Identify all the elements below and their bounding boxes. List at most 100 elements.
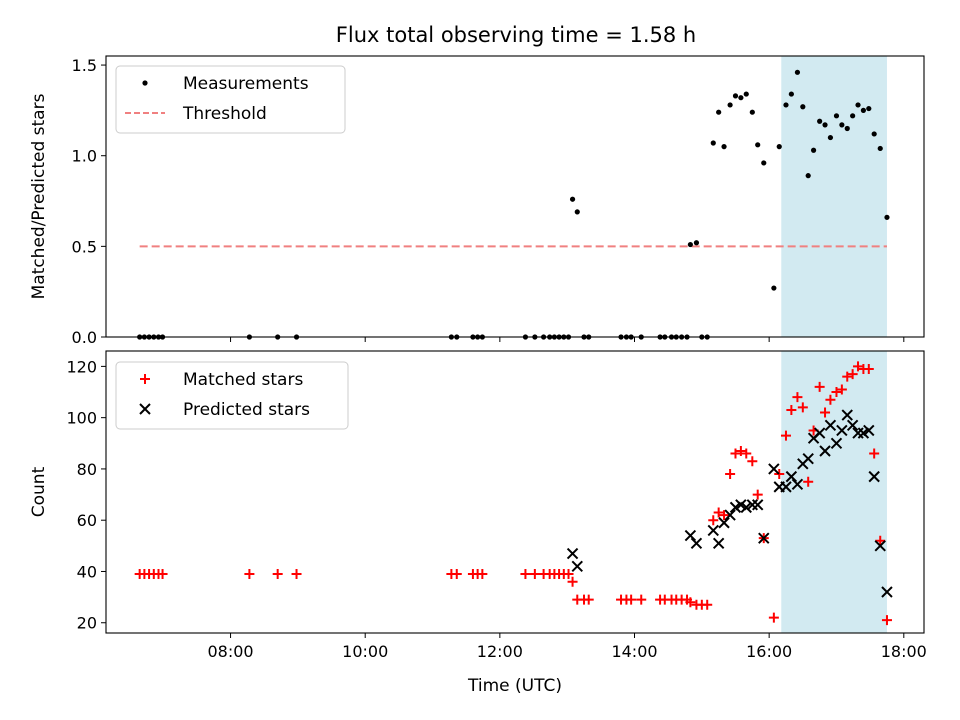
- y-tick-label: 1.5: [72, 56, 97, 75]
- matched-star-point: [529, 569, 540, 580]
- matched-star-point: [567, 576, 578, 587]
- x-tick-label: 18:00: [881, 642, 927, 661]
- matched-star-point: [702, 599, 713, 610]
- matched-star-point: [831, 387, 842, 398]
- matched-star-point: [244, 569, 255, 580]
- matched-star-point: [768, 612, 779, 623]
- matched-star-point: [477, 569, 488, 580]
- matched-star-point: [786, 404, 797, 415]
- matched-star-point: [520, 569, 531, 580]
- matched-star-point: [157, 569, 168, 580]
- predicted-star-point: [566, 547, 579, 560]
- legend-marker-measurements: [142, 80, 148, 86]
- matched-star-point: [730, 448, 741, 459]
- y-axis-label-bottom: Count: [29, 466, 49, 517]
- matched-star-point: [820, 407, 831, 418]
- matched-star-point: [583, 594, 594, 605]
- matched-star-point: [451, 569, 462, 580]
- predicted-star-point: [768, 463, 780, 475]
- predicted-star-point: [874, 540, 886, 552]
- measurement-point: [569, 196, 576, 202]
- measurement-point: [761, 160, 767, 166]
- predicted-star-point: [712, 537, 725, 549]
- measurement-point: [732, 93, 739, 99]
- predicted-star-point: [819, 445, 831, 457]
- measurement-point: [844, 125, 850, 132]
- matched-star-point: [836, 384, 847, 395]
- predicted-star-point: [802, 452, 814, 465]
- legend-label-threshold: Threshold: [182, 104, 267, 124]
- predicted-star-point: [684, 529, 697, 542]
- matched-star-point: [881, 615, 892, 626]
- matched-star-point: [774, 469, 785, 480]
- x-ticks-top: [230, 337, 905, 342]
- measurement-point: [827, 134, 834, 141]
- y-tick-label: 100: [66, 409, 97, 428]
- measurement-point: [800, 104, 806, 110]
- predicted-star-point: [740, 501, 752, 514]
- measurement-point: [710, 140, 716, 146]
- panel-top: 0.0 0.5 1.0 1.5 Matched/Predicted stars Mea…: [29, 55, 925, 347]
- measurement-point: [794, 69, 801, 75]
- matched-star-point: [636, 594, 647, 605]
- matched-star-point: [713, 507, 724, 518]
- matched-star-point: [869, 448, 880, 459]
- x-ticks-bottom: 08:00 10:00 12:00 14:00 16:00 18:00: [207, 633, 927, 661]
- predicted-star-point: [690, 537, 703, 549]
- matched-star-point: [747, 456, 758, 467]
- measurement-point: [788, 91, 794, 97]
- measurement-point: [687, 241, 693, 248]
- predicted-star-point: [863, 424, 875, 437]
- measurement-point: [877, 145, 883, 152]
- plot-frame-top: [105, 55, 925, 338]
- legend-box-bottom: [115, 361, 349, 430]
- y-tick-label: 120: [66, 357, 97, 376]
- legend-marker-predicted: [139, 403, 151, 415]
- matched-star-point: [825, 394, 836, 405]
- y-tick-label: 20: [77, 614, 97, 633]
- legend-top: Measurements Threshold: [115, 65, 346, 134]
- predicted-star-point: [718, 517, 730, 529]
- matched-star-point: [708, 515, 719, 526]
- predicted-star-point: [868, 470, 880, 483]
- matched-star-point: [735, 445, 746, 456]
- panel-bottom: 08:00 10:00 12:00 14:00 16:00 18:00 20 40 60 80 1…: [29, 350, 927, 696]
- measurement-point: [850, 113, 856, 119]
- y-tick-label: 0.5: [72, 237, 97, 256]
- y-tick-label: 0.0: [72, 328, 97, 347]
- measurement-point: [776, 144, 782, 150]
- matched-star-point: [725, 469, 736, 480]
- measurement-point: [755, 142, 761, 148]
- predicted-star-point: [724, 509, 736, 521]
- legend-marker-matched: [140, 374, 150, 384]
- predicted-star-point: [758, 532, 770, 544]
- measurement-point: [817, 118, 823, 124]
- measurement-point: [716, 109, 722, 115]
- matched-star-point: [563, 569, 574, 580]
- plot-frame-bottom: [105, 350, 925, 634]
- measurement-point: [855, 102, 861, 108]
- legend-box-top: [115, 65, 346, 134]
- matched-star-point: [842, 371, 853, 382]
- matched-star-point: [803, 476, 814, 487]
- matched-star-point: [752, 489, 763, 500]
- matched-star-point: [853, 361, 864, 372]
- measurement-point: [866, 105, 872, 112]
- measurement-point: [810, 147, 817, 153]
- predicted-star-point: [780, 481, 792, 493]
- matched-star-point: [291, 569, 302, 580]
- y-axis-label-top: Matched/Predicted stars: [29, 93, 49, 299]
- measurement-point: [727, 102, 733, 108]
- x-axis-label: Time (UTC): [467, 676, 562, 696]
- matched-star-point: [875, 535, 886, 546]
- predicted-star-point: [846, 419, 859, 432]
- matched-star-point: [847, 369, 858, 380]
- x-tick-label: 12:00: [477, 642, 523, 661]
- matched-star-point: [272, 569, 283, 580]
- measurement-point: [693, 240, 700, 246]
- matched-star-point: [741, 448, 752, 459]
- predicted-star-point: [830, 437, 843, 449]
- x-tick-label: 08:00: [207, 642, 253, 661]
- chart-title: Flux total observing time = 1.58 h: [336, 23, 696, 47]
